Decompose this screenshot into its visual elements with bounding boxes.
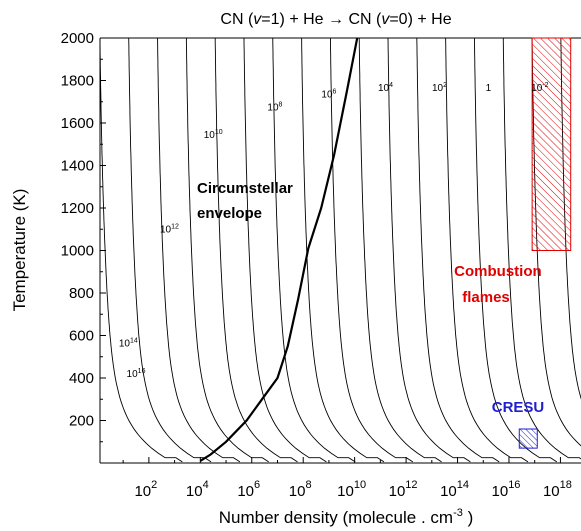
contour-label: 1 [486, 83, 492, 94]
contour-label: 1012 [160, 223, 179, 235]
x-axis-label: Number density (molecule . cm-3 ) [219, 507, 473, 527]
title-part-mid2: =0) + He [389, 11, 451, 28]
x-tick-label: 108 [289, 479, 312, 500]
regions [518, 37, 572, 449]
contour-curve [502, 38, 581, 460]
contour-curve [100, 38, 183, 463]
contour-curve [128, 38, 212, 463]
contour-curve [214, 38, 298, 463]
x-tick-label: 1014 [440, 479, 469, 500]
contour-curve [358, 38, 442, 463]
x-axis-label-tail: ) [463, 508, 473, 527]
annotation-combustion-line1: Combustion [454, 263, 542, 280]
contour-curve [445, 38, 529, 463]
contour-curve [473, 38, 558, 463]
annotation-cresu: CRESU [492, 399, 545, 416]
contour-curve [157, 38, 241, 463]
y-tick-label: 200 [69, 413, 94, 430]
x-axis-label-exp: -3 [453, 507, 463, 519]
y-axis-ticks: 200 400 600 800 1000 1200 1400 1600 1800 2000 [61, 30, 106, 443]
contour-label: 10-2 [531, 82, 548, 94]
contour-curve [272, 38, 356, 463]
contour-curve [387, 38, 471, 463]
y-tick-label: 2000 [61, 30, 94, 47]
annotation-circumstellar: Circumstellar envelope [197, 180, 297, 222]
contour-curve [329, 38, 414, 463]
x-axis-label-text: Number density (molecule . cm [219, 508, 453, 527]
circumstellar-envelope-line [199, 38, 359, 462]
title-part-mid1: =1) + He → CN ( [261, 11, 382, 28]
y-tick-label: 400 [69, 370, 94, 387]
contour-label: 1016 [127, 368, 146, 380]
combustion-flames-region [531, 37, 572, 251]
cresu-region [518, 428, 538, 449]
contour-label: 1014 [119, 338, 138, 350]
x-tick-label: 104 [186, 479, 209, 500]
x-tick-label: 102 [134, 479, 157, 500]
y-tick-label: 600 [69, 328, 94, 345]
y-tick-label: 1200 [61, 200, 94, 217]
contour-label: 106 [321, 89, 336, 101]
contour-curve [301, 38, 385, 463]
contour-label: 108 [267, 101, 282, 113]
x-axis-ticks: 102 104 106 108 1010 1012 1014 1016 1018 [122, 457, 572, 500]
series-layer [199, 38, 359, 462]
y-tick-label: 1800 [61, 73, 94, 90]
y-tick-label: 800 [69, 285, 94, 302]
chart-title: CN (v=1) + He → CN (v=0) + He [220, 11, 451, 28]
contour-curve [243, 38, 327, 463]
y-tick-label: 1400 [61, 158, 94, 175]
x-tick-label: 1016 [492, 479, 521, 500]
y-tick-label: 1000 [61, 243, 94, 260]
contour-curve [416, 38, 500, 463]
x-tick-label: 106 [237, 479, 260, 500]
y-axis-label: Temperature (K) [10, 189, 29, 312]
annotation-circumstellar-line2: envelope [197, 205, 262, 222]
annotation-circumstellar-line1: Circumstellar [197, 180, 293, 197]
x-tick-label: 1018 [543, 479, 572, 500]
x-tick-label: 1012 [389, 479, 418, 500]
title-part-v1: v [253, 11, 262, 28]
contour-label: 102 [432, 82, 447, 94]
x-tick-label: 1010 [337, 479, 366, 500]
annotation-combustion-line2: flames [462, 289, 510, 306]
title-part-v2: v [381, 11, 390, 28]
contour-curve [185, 38, 269, 463]
annotation-combustion: Combustion flames [454, 263, 546, 306]
contour-label: 1010 [204, 129, 223, 141]
contour-label: 104 [378, 82, 393, 94]
y-tick-label: 1600 [61, 115, 94, 132]
title-part-pre: CN ( [220, 11, 254, 28]
